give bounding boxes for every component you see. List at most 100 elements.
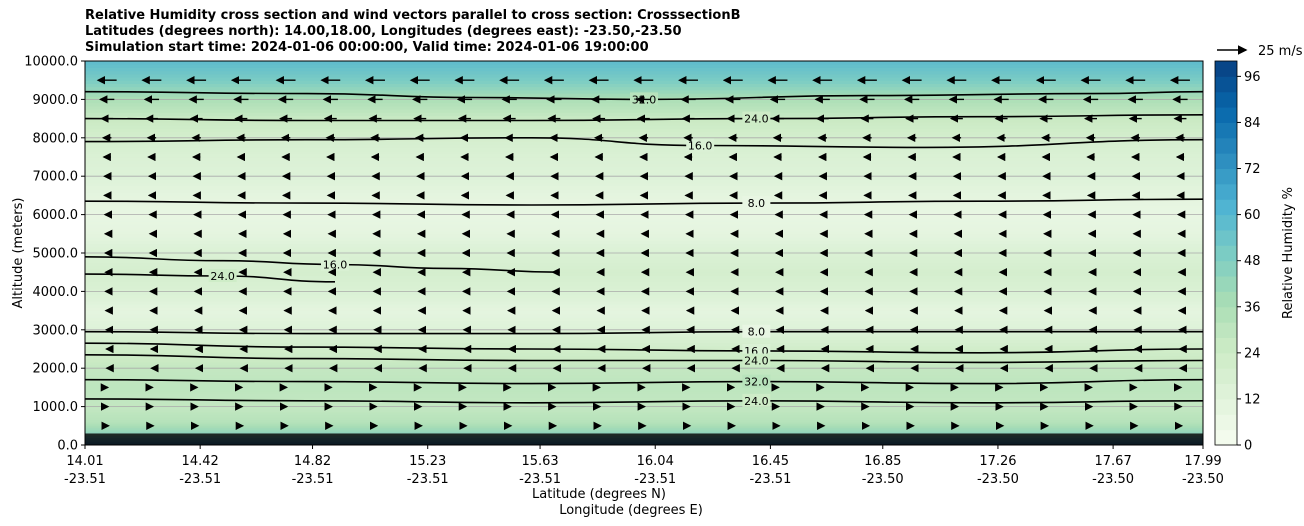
contour-label-background [742,393,771,407]
humidity-band [85,397,1203,401]
colorbar-segment [1215,352,1237,369]
colorbar-segment [1215,429,1237,446]
contour-label: 8.0 [748,197,766,210]
contour-line [85,354,1203,364]
colorbar-tick-label: 36 [1244,300,1261,315]
contour-label: 24.0 [744,355,769,368]
colorbar-tick-label: 96 [1244,70,1261,85]
humidity-band [85,73,1203,78]
x-tick-label-longitude: -23.51 [519,472,561,487]
colorbar-tick-label: 72 [1244,162,1261,177]
x-tick-label-longitude: -23.51 [179,472,221,487]
humidity-band [85,377,1203,382]
contour-label: 24.0 [744,395,769,408]
x-tick-label-latitude: 16.45 [752,454,789,469]
colorbar-segment [1215,260,1237,277]
humidity-band [85,278,1203,283]
humidity-band [85,294,1203,299]
contour-label-background [321,257,350,271]
humidity-band [85,243,1203,248]
humidity-band [85,237,1203,241]
colorbar-segment [1215,276,1237,292]
humidity-band [85,390,1203,395]
colorbar-segment [1215,398,1237,415]
humidity-band [85,208,1203,212]
x-tick-label-longitude: -23.50 [977,472,1019,487]
humidity-band [85,339,1203,344]
y-tick-label: 4000.0 [33,285,79,300]
humidity-band [85,150,1203,155]
colorbar-tick-label: 0 [1244,439,1252,454]
chart-title-line-2: Latitudes (degrees north): 14.00,18.00, … [85,24,682,39]
colorbar-segment [1215,91,1237,108]
humidity-band [85,416,1203,420]
y-tick-label: 6000.0 [33,208,79,223]
humidity-band [85,125,1203,129]
contour-line [85,378,1203,385]
humidity-band [85,224,1203,228]
x-axis-label-latitude: Latitude (degrees N) [532,487,666,502]
colorbar-label: Relative Humidity % [1281,187,1296,319]
humidity-band [85,342,1203,347]
colorbar-segment [1215,322,1237,338]
humidity-band [85,275,1203,280]
surface-contour-cluster [85,433,1203,445]
humidity-band [85,336,1203,340]
humidity-band [85,352,1203,356]
colorbar-tick-label: 12 [1244,392,1261,407]
colorbar-segment [1215,337,1237,354]
humidity-band [85,320,1203,324]
contour-line [85,114,1203,122]
humidity-band [85,259,1203,264]
contour-label-background [742,324,771,338]
humidity-band [85,147,1203,152]
x-tick-label-latitude: 17.26 [979,454,1016,469]
humidity-band [85,163,1203,168]
colorbar-segment [1215,214,1237,231]
contour-label: 32.0 [744,376,769,389]
colorbar-segment [1215,199,1237,216]
humidity-band [85,374,1203,379]
x-tick-label-latitude: 14.01 [66,454,103,469]
x-tick-label-latitude: 16.85 [864,454,901,469]
colorbar-tick-label: 48 [1244,254,1261,269]
humidity-band [85,227,1203,232]
x-tick-label-latitude: 15.63 [521,454,558,469]
contour-label-background [742,374,771,388]
x-tick-label-latitude: 17.99 [1184,454,1221,469]
humidity-band [85,429,1203,433]
x-tick-label-longitude: -23.50 [1092,472,1134,487]
humidity-band [85,205,1203,209]
humidity-band [85,83,1203,88]
humidity-band [85,86,1203,91]
humidity-band [85,198,1203,203]
humidity-band [85,414,1203,418]
humidity-band [85,61,1203,65]
x-tick-label-latitude: 16.04 [637,454,674,469]
y-axis: 0.0 1000.0 2000.0 3000.0 4000.0 5000.0 6000.0 7… [24,55,85,454]
humidity-band [85,246,1203,251]
x-tick-label-latitude: 14.82 [294,454,331,469]
quiver-key-label: 25 m/s [1258,44,1303,59]
humidity-band [85,67,1203,72]
contour-label-background [742,353,771,367]
wind-vectors [96,75,1190,430]
x-axis: 14.01 -23.51 14.42 -23.51 14.82 -23.51 15.23 -2… [64,445,1224,487]
colorbar-segment [1215,122,1237,139]
humidity-band [85,182,1203,187]
humidity-band [85,256,1203,260]
colorbar-segment [1215,107,1237,123]
humidity-band [85,355,1203,360]
x-tick-label-longitude: -23.51 [64,472,106,487]
humidity-band [85,179,1203,184]
humidity-band [85,281,1203,286]
y-tick-label: 9000.0 [33,93,79,108]
contour-line [85,398,1203,404]
humidity-band [85,160,1203,164]
humidity-band [85,144,1203,148]
humidity-band [85,105,1203,110]
contour-label-background [208,269,237,283]
humidity-band [85,89,1203,94]
contour-label: 8.0 [748,326,766,339]
